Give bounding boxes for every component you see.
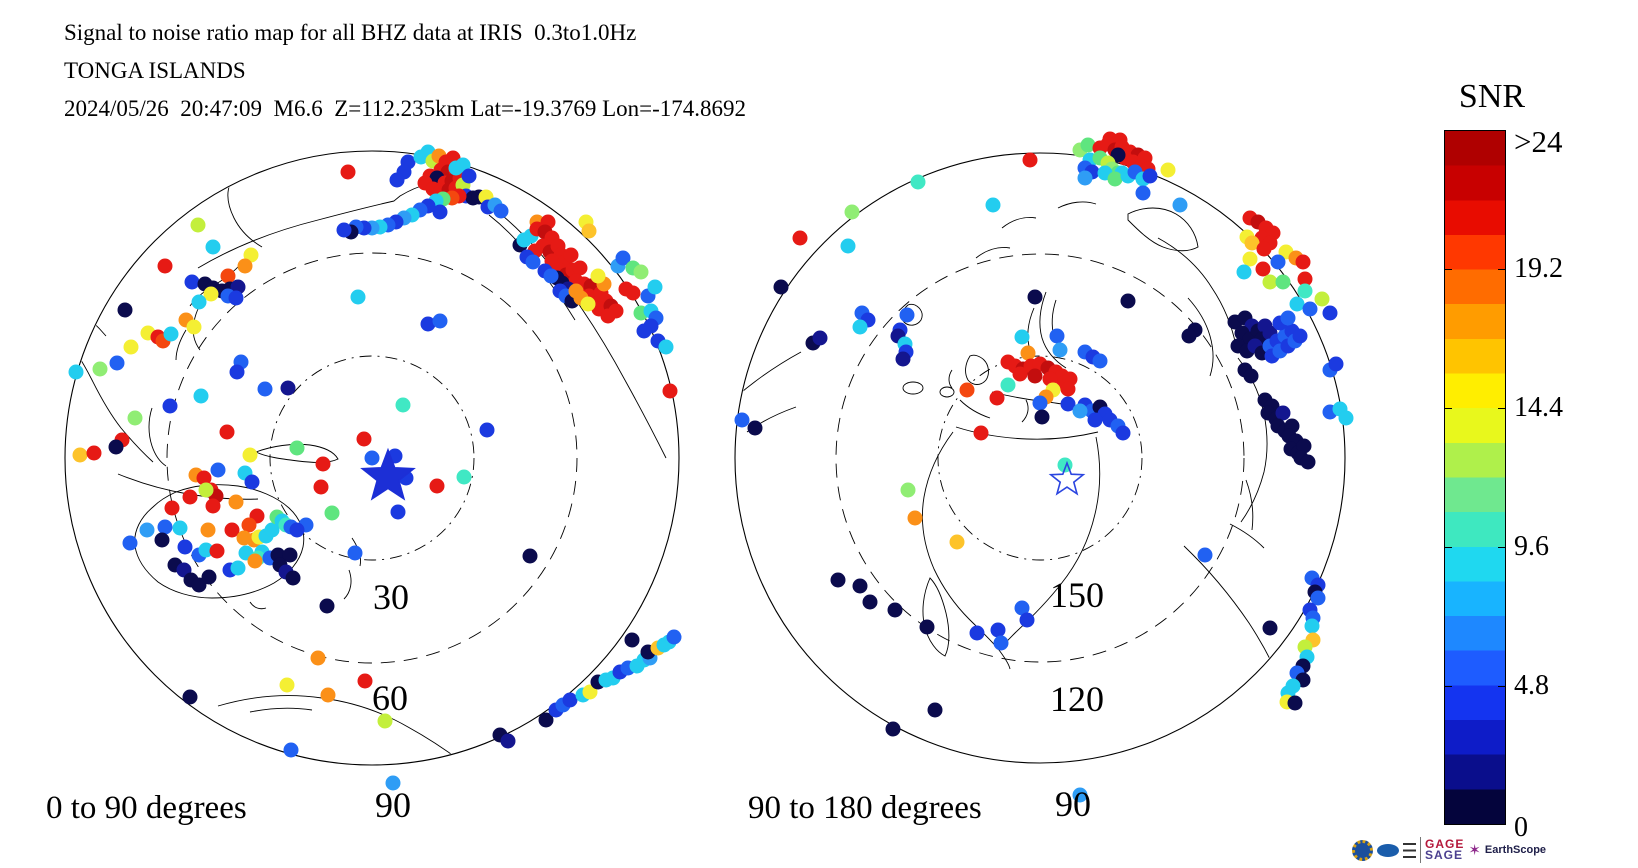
colorbar-tick-mark	[1498, 547, 1506, 548]
colorbar-tick-mark	[1444, 269, 1452, 270]
colorbar-tick-0: 0	[1514, 812, 1528, 843]
distance-rings	[64, 150, 1346, 766]
station-snr-dots	[68, 131, 1354, 803]
colorbar-tick-mark	[1498, 686, 1506, 687]
caption-right-map: 90 to 180 degrees	[748, 790, 982, 826]
nasa-logo-icon	[1377, 843, 1399, 857]
logo-divider	[1420, 837, 1421, 863]
figure-title: Signal to noise ratio map for all BHZ da…	[64, 20, 637, 45]
ring-label-150: 150	[1050, 575, 1104, 615]
ring-label-120: 120	[1050, 679, 1104, 719]
colorbar-tick-mark	[1444, 408, 1452, 409]
nsf-logo-icon	[1352, 839, 1373, 861]
colorbar-tick-19-2: 19.2	[1514, 253, 1563, 284]
ring-label-30: 30	[373, 577, 409, 617]
colorbar-tick-9-6: 9.6	[1514, 531, 1549, 562]
ring-label-90-right: 90	[1055, 784, 1091, 824]
ring-label-60: 60	[372, 678, 408, 718]
colorbar-title: SNR	[1458, 78, 1526, 115]
colorbar-tick-14-4: 14.4	[1514, 392, 1563, 423]
coastlines-right-map	[736, 201, 1344, 762]
colorbar-tick-mark	[1498, 269, 1506, 270]
epicenter-stars	[360, 447, 1086, 501]
usgs-mini-logo-icon	[1403, 842, 1416, 858]
colorbar-tick-mark	[1444, 547, 1452, 548]
colorbar-tick-gt24: >24	[1514, 124, 1563, 159]
event-details-title: 2024/05/26 20:47:09 M6.6 Z=112.235km Lat…	[64, 96, 747, 121]
colorbar-tick-mark	[1498, 408, 1506, 409]
sponsor-logos: GAGE SAGE ✶ EarthScope	[1352, 836, 1546, 864]
gage-label: GAGE	[1425, 837, 1465, 851]
title-block: Signal to noise ratio map for all BHZ da…	[64, 14, 746, 128]
caption-left-map: 0 to 90 degrees	[46, 790, 247, 826]
snr-colorbar	[1444, 130, 1506, 825]
colorbar-tick-mark	[1444, 686, 1452, 687]
sage-label: SAGE	[1425, 848, 1464, 862]
colorbar-tick-4-8: 4.8	[1514, 670, 1549, 701]
earthscope-star-icon: ✶	[1468, 841, 1481, 859]
ring-label-90-left: 90	[375, 785, 411, 825]
earthscope-wordmark: EarthScope	[1484, 844, 1547, 856]
gage-sage-wordmark: GAGE SAGE	[1425, 837, 1465, 862]
event-region-title: TONGA ISLANDS	[64, 58, 246, 83]
